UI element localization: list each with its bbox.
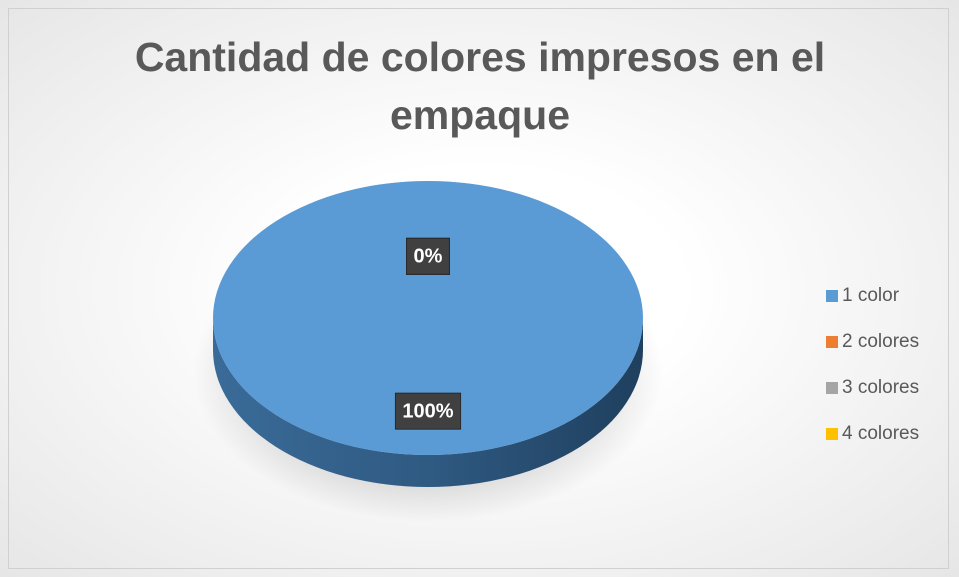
legend-swatch: [826, 382, 838, 394]
chart-frame: [8, 8, 949, 569]
data-label: 100%: [394, 392, 462, 430]
legend-label: 4 colores: [842, 423, 919, 444]
legend-swatch: [826, 336, 838, 348]
legend-swatch: [826, 428, 838, 440]
data-label-box: [406, 237, 450, 275]
pie-side: [213, 318, 643, 487]
legend-label: 3 colores: [842, 377, 919, 398]
legend-swatch: [826, 290, 838, 302]
data-label-text: 100%: [402, 400, 453, 422]
data-label-text: 0%: [414, 246, 443, 268]
legend-label: 1 color: [842, 285, 900, 306]
legend-label: 2 colores: [842, 331, 919, 352]
chart-title: Cantidad de colores impresos en el empaq…: [134, 34, 826, 138]
data-label: 0%: [406, 237, 450, 275]
pie-top: [213, 181, 643, 455]
pie-slice: [213, 181, 643, 487]
data-label-box: [394, 392, 462, 430]
